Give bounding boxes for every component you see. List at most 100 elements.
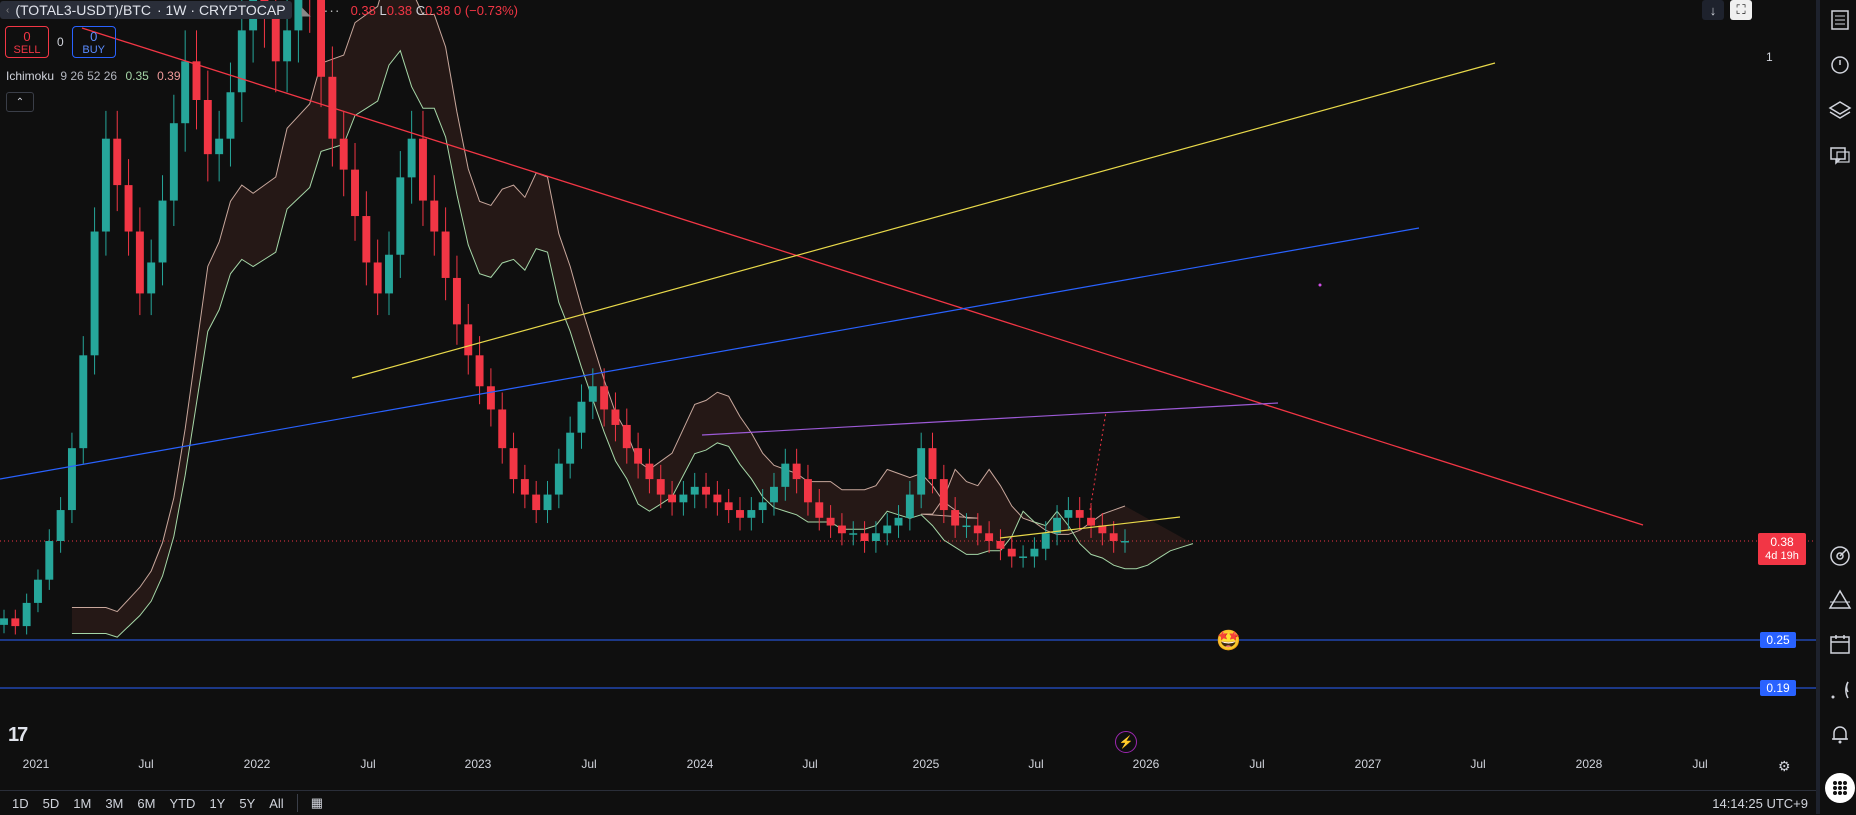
triangle-icon[interactable] — [1828, 588, 1852, 612]
indicator-name[interactable]: Ichimoku — [6, 69, 55, 83]
x-tick: 2021 — [22, 757, 50, 771]
candle-body — [385, 254, 393, 294]
clock[interactable]: 14:14:25 UTC+9 — [1712, 796, 1808, 811]
candle-body — [452, 277, 461, 325]
candle-body — [226, 92, 235, 139]
collapse-legend-icon[interactable]: ⌃ — [6, 92, 34, 112]
range-5d[interactable]: 5D — [42, 795, 60, 811]
candle-body — [158, 200, 167, 263]
x-tick: 2027 — [1354, 757, 1382, 771]
symbol-chip[interactable]: ‹ (TOTAL3-USDT)/BTC · 1W · CRYPTOCAP — [0, 1, 292, 19]
ohlc-open: 0.38 — [350, 2, 376, 18]
grid-icon[interactable] — [1824, 772, 1856, 804]
range-1y[interactable]: 1Y — [209, 795, 226, 811]
watchlist-icon[interactable] — [1828, 8, 1852, 32]
target-icon[interactable] — [1828, 544, 1852, 568]
settings-gear-icon[interactable]: ⚙ — [1778, 758, 1791, 774]
current-price-value: 0.38 — [1770, 535, 1794, 549]
range-5y[interactable]: 5Y — [239, 795, 256, 811]
candle-body — [1053, 517, 1062, 534]
lightning-bolt-icon[interactable]: ⚡ — [1115, 731, 1137, 753]
purple-trendline — [701, 402, 1279, 436]
chat-icon[interactable] — [1828, 144, 1852, 168]
x-tick: Jul — [360, 757, 376, 771]
fullscreen-icon[interactable]: ⛶ — [1730, 0, 1752, 20]
level-label-025: 0.25 — [1760, 632, 1796, 648]
buy-label: BUY — [82, 43, 105, 56]
candle-body — [917, 448, 926, 495]
ohlc-low: 0.38 — [386, 2, 413, 18]
candle-body — [928, 448, 937, 480]
alarm-clock-icon[interactable] — [1828, 52, 1852, 76]
x-tick: Jul — [581, 757, 597, 771]
indicator-legend[interactable]: Ichimoku 9 26 52 26 0.35 0.39 — [6, 69, 181, 83]
candle-body — [418, 138, 427, 201]
range-ytd[interactable]: YTD — [169, 795, 196, 811]
candle-body — [1109, 533, 1118, 541]
range-1d[interactable]: 1D — [12, 795, 29, 811]
candle-body — [622, 424, 631, 449]
x-tick: 2024 — [686, 757, 714, 771]
buy-value: 0 — [90, 28, 98, 44]
candle-body — [815, 502, 824, 518]
yellow-trendline — [351, 62, 1496, 379]
ichimoku-cloud-area — [71, 0, 1193, 638]
candle-body — [45, 541, 54, 580]
more-options-icon[interactable]: ··· — [323, 2, 341, 18]
red-dotted-projection — [1089, 411, 1107, 511]
candle-body — [113, 138, 122, 186]
candle-body — [1030, 548, 1039, 557]
x-tick: 2026 — [1132, 757, 1160, 771]
candle-body — [905, 494, 914, 518]
time-axis[interactable]: 2021 Jul 2022 Jul 2023 Jul 2024 Jul 2025… — [0, 757, 1816, 779]
buy-button[interactable]: 0 BUY — [71, 26, 116, 58]
candle-body — [22, 602, 31, 627]
chart-header: ‹ (TOTAL3-USDT)/BTC · 1W · CRYPTOCAP ◣ ·… — [0, 0, 518, 20]
bell-icon[interactable] — [1828, 722, 1852, 746]
candle-body — [56, 510, 65, 541]
spread-value: 0 — [57, 35, 64, 49]
candle-body — [135, 231, 144, 294]
sell-button[interactable]: 0 SELL — [5, 26, 49, 58]
candle-body — [351, 169, 359, 217]
layers-icon[interactable] — [1828, 98, 1852, 122]
candle-body — [871, 533, 880, 541]
symbol-suffix[interactable]: · 1W · CRYPTOCAP — [156, 2, 286, 18]
candle-body — [1098, 525, 1107, 534]
candle-body — [79, 355, 88, 449]
star-struck-emoji-icon[interactable]: 🤩 — [1216, 630, 1241, 652]
price-chart[interactable] — [0, 0, 1816, 784]
tradingview-logo-icon[interactable]: 17 — [8, 724, 28, 746]
candle-body — [951, 510, 960, 526]
indicator-params: 9 26 52 26 — [60, 69, 118, 83]
ichimoku-span-b — [71, 49, 1194, 638]
candle-body — [283, 30, 292, 62]
broadcast-icon[interactable] — [1828, 678, 1852, 702]
candle-body — [668, 494, 677, 503]
range-all[interactable]: All — [269, 795, 284, 811]
candle-body — [939, 479, 948, 511]
candle-body — [713, 494, 722, 503]
range-3m[interactable]: 3M — [105, 795, 124, 811]
candle-body — [962, 525, 971, 528]
ichimoku-span-a — [71, 0, 1126, 613]
chart-area[interactable]: ‹ (TOTAL3-USDT)/BTC · 1W · CRYPTOCAP ◣ ·… — [0, 0, 1816, 784]
calendar-icon[interactable] — [1828, 632, 1852, 656]
date-range-icon[interactable]: ▦ — [310, 795, 323, 810]
ichimoku-cloud — [71, 0, 1194, 638]
candle-body — [973, 525, 982, 534]
divider — [296, 794, 298, 812]
symbol-name[interactable]: (TOTAL3-USDT)/BTC — [15, 2, 151, 18]
candle-body — [203, 100, 212, 155]
candle-body — [407, 138, 416, 178]
candle-body — [724, 502, 733, 511]
candle-body — [758, 502, 767, 511]
range-1m[interactable]: 1M — [73, 795, 92, 811]
status-dot-icon: ‹ — [6, 4, 10, 16]
range-6m[interactable]: 6M — [137, 795, 156, 811]
flag-icon[interactable]: ◣ — [301, 4, 311, 18]
scroll-down-icon[interactable]: ↓ — [1702, 0, 1724, 20]
candle-body — [90, 231, 99, 356]
candle-body — [317, 0, 326, 77]
trade-panel: 0 SELL 0 0 BUY — [5, 26, 116, 58]
